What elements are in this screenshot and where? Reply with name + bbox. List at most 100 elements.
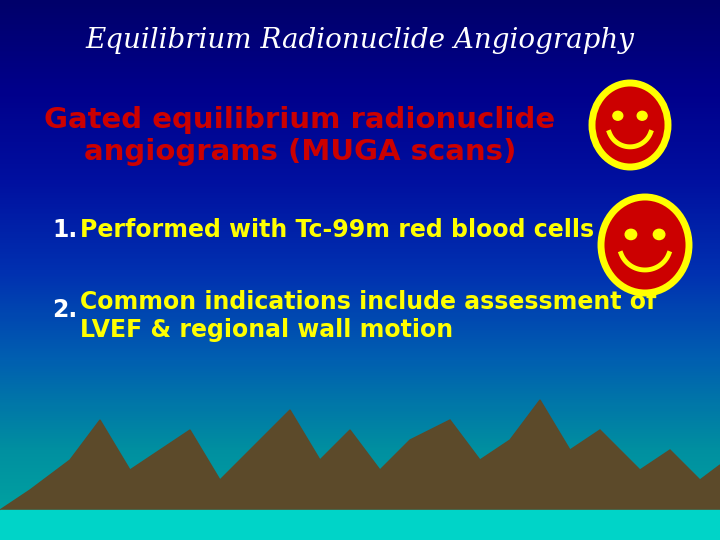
Bar: [0, 402, 720, 405]
Bar: [0, 146, 720, 150]
Bar: [0, 249, 720, 252]
Bar: [0, 224, 720, 227]
Bar: [0, 364, 720, 367]
Bar: [0, 463, 720, 466]
Bar: [0, 537, 720, 540]
Bar: [0, 230, 720, 232]
Bar: [0, 3, 720, 5]
Bar: [0, 242, 720, 245]
Bar: [0, 431, 720, 434]
Bar: [0, 411, 720, 414]
Ellipse shape: [653, 230, 665, 240]
Bar: [0, 505, 720, 508]
Bar: [0, 427, 720, 430]
Bar: [0, 310, 720, 313]
Bar: [0, 409, 720, 412]
Bar: [0, 368, 720, 371]
Bar: [0, 287, 720, 290]
Text: Performed with Tc-99m red blood cells: Performed with Tc-99m red blood cells: [80, 218, 594, 242]
Bar: [0, 119, 720, 123]
Bar: [0, 204, 720, 207]
Bar: [0, 426, 720, 428]
Bar: [0, 38, 720, 42]
Bar: [0, 49, 720, 52]
Bar: [0, 112, 720, 115]
Bar: [0, 532, 720, 535]
Bar: [0, 21, 720, 23]
Bar: [0, 399, 720, 401]
Bar: [0, 435, 720, 437]
Bar: [0, 75, 720, 77]
Bar: [0, 208, 720, 211]
Bar: [0, 469, 720, 471]
Bar: [0, 42, 720, 45]
Bar: [0, 60, 720, 63]
Bar: [0, 485, 720, 488]
Bar: [0, 165, 720, 167]
Bar: [0, 393, 720, 396]
Polygon shape: [0, 400, 720, 540]
Bar: [0, 247, 720, 250]
Bar: [0, 200, 720, 204]
Bar: [0, 381, 720, 383]
Bar: [0, 253, 720, 255]
Bar: [0, 62, 720, 65]
Bar: [0, 489, 720, 491]
Bar: [0, 238, 720, 241]
Bar: [0, 487, 720, 490]
Bar: [0, 319, 720, 322]
Bar: [0, 127, 720, 130]
Bar: [0, 197, 720, 200]
Bar: [0, 215, 720, 218]
Bar: [0, 269, 720, 272]
Bar: [0, 154, 720, 157]
Bar: [0, 478, 720, 481]
Bar: [0, 433, 720, 436]
Bar: [0, 314, 720, 317]
Bar: [0, 481, 720, 484]
Bar: [0, 134, 720, 137]
Bar: [0, 179, 720, 182]
Ellipse shape: [637, 111, 647, 120]
Bar: [0, 260, 720, 263]
Bar: [0, 361, 720, 363]
Bar: [0, 202, 720, 205]
Ellipse shape: [601, 197, 689, 293]
Bar: [0, 472, 720, 475]
Bar: [0, 420, 720, 423]
Bar: [0, 348, 720, 351]
Bar: [0, 535, 720, 538]
Bar: [0, 76, 720, 79]
Bar: [0, 116, 720, 119]
Bar: [0, 30, 720, 32]
Bar: [0, 26, 720, 29]
Bar: [0, 141, 720, 144]
Bar: [0, 129, 720, 131]
Bar: [0, 15, 720, 18]
Bar: [0, 462, 720, 464]
Bar: [0, 139, 720, 142]
Bar: [0, 132, 720, 135]
Bar: [0, 163, 720, 166]
Bar: [0, 335, 720, 339]
Bar: [0, 64, 720, 66]
Bar: [0, 291, 720, 293]
Bar: [0, 345, 720, 347]
Bar: [0, 519, 720, 522]
Bar: [0, 327, 720, 329]
Bar: [0, 220, 720, 223]
Bar: [0, 508, 720, 511]
Bar: [0, 418, 720, 421]
Bar: [0, 352, 720, 355]
Bar: [0, 281, 720, 285]
Bar: [0, 89, 720, 92]
Bar: [0, 267, 720, 270]
Bar: [0, 530, 720, 533]
Bar: [0, 31, 720, 34]
Bar: [0, 37, 720, 39]
Bar: [0, 528, 720, 531]
Bar: [0, 338, 720, 340]
Bar: [0, 273, 720, 275]
Bar: [0, 87, 720, 90]
Bar: [0, 48, 720, 50]
